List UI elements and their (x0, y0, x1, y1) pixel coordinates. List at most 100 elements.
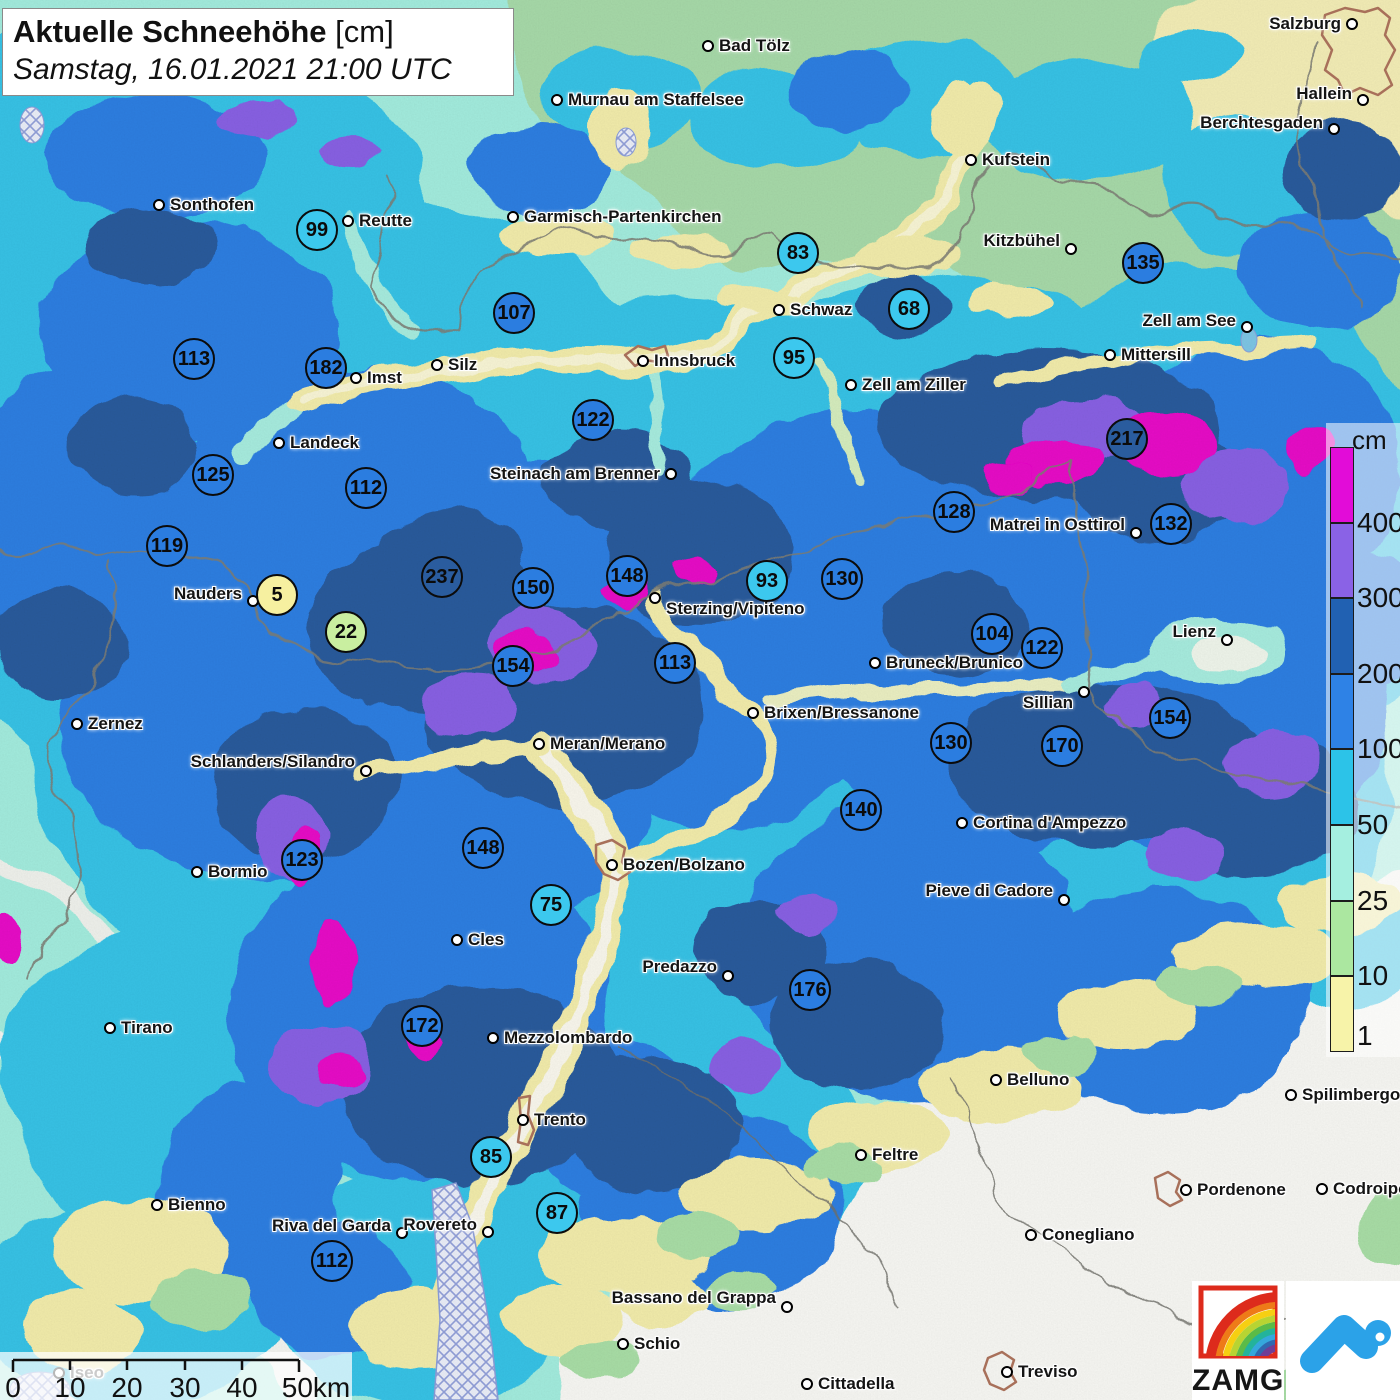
station-marker: 107 (493, 292, 535, 334)
city-label: Cittadella (818, 1374, 895, 1393)
city-dot-icon (664, 467, 677, 480)
city-label: Schwaz (790, 300, 853, 319)
city-dot-icon (800, 1377, 813, 1390)
legend-tick-label: 200 (1357, 657, 1400, 689)
station-marker: 5 (256, 574, 298, 616)
station-marker: 148 (462, 827, 504, 869)
city-label: Steinach am Brenner (489, 464, 660, 483)
scale-bar: 0 10 20 30 40 50km (0, 1352, 352, 1400)
station-marker: 104 (971, 613, 1013, 655)
station-value: 176 (793, 978, 827, 1001)
station-marker: 123 (281, 839, 323, 881)
city-label: Berchtesgaden (1200, 113, 1323, 132)
city-label: Pordenone (1197, 1180, 1286, 1199)
city-label: Codroipo (1333, 1179, 1400, 1198)
station-marker: 170 (1041, 725, 1083, 767)
legend-color-swatch (1330, 825, 1354, 901)
city-dot-icon (1077, 685, 1090, 698)
city-label: Cles (468, 930, 504, 949)
legend-color-swatch (1330, 749, 1354, 825)
city-dot-icon (395, 1226, 408, 1239)
station-marker: 83 (777, 232, 819, 274)
legend-color-swatch (1330, 598, 1354, 674)
city-dot-icon (746, 706, 759, 719)
station-value: 5 (271, 583, 283, 606)
station-marker: 68 (888, 288, 930, 330)
city-label: Silz (448, 355, 478, 374)
scale-label: 10 (54, 1372, 86, 1400)
station-value: 182 (309, 356, 343, 379)
city-label: Hallein (1296, 84, 1352, 103)
station-value: 140 (844, 798, 878, 821)
city-dot-icon (103, 1021, 116, 1034)
city-dot-icon (780, 1300, 793, 1313)
map-title: Aktuelle Schneehöhe [cm] (13, 14, 394, 49)
station-value: 130 (825, 567, 859, 590)
city-dot-icon (272, 436, 285, 449)
station-value: 93 (755, 569, 779, 592)
city-label: Sonthofen (170, 195, 255, 214)
mountain-logo-icon (1300, 1315, 1391, 1373)
station-marker: 130 (821, 558, 863, 600)
station-value: 107 (497, 301, 531, 324)
station-marker: 182 (305, 347, 347, 389)
city-label: Brixen/Bressanone (764, 703, 919, 722)
legend-tick-label: 50 (1357, 809, 1389, 840)
station-value: 113 (658, 651, 692, 674)
station-marker: 176 (789, 969, 831, 1011)
station-marker: 148 (606, 555, 648, 597)
station-value: 237 (425, 565, 459, 588)
city-label: Bruneck/Brunico (886, 653, 1023, 672)
station-marker: 112 (345, 467, 387, 509)
station-value: 83 (786, 241, 810, 264)
city-label: Bienno (168, 1195, 226, 1214)
station-marker: 150 (512, 567, 554, 609)
city-label: Predazzo (642, 957, 717, 976)
city-dot-icon (70, 717, 83, 730)
station-marker: 154 (492, 645, 534, 687)
station-value: 95 (782, 346, 806, 369)
station-value: 170 (1045, 734, 1079, 757)
city-dot-icon (486, 1031, 499, 1044)
city-label: Innsbruck (654, 351, 736, 370)
station-value: 112 (315, 1249, 349, 1272)
city-dot-icon (964, 153, 977, 166)
station-marker: 172 (401, 1005, 443, 1047)
city-label: Spilimbergo (1302, 1085, 1400, 1104)
station-value: 154 (496, 654, 530, 677)
station-marker: 140 (840, 789, 882, 831)
legend-tick-label: 25 (1357, 884, 1389, 916)
city-label: Bormio (208, 862, 268, 881)
city-dot-icon (701, 39, 714, 52)
city-dot-icon (481, 1225, 494, 1238)
city-label: Murnau am Staffelsee (568, 90, 744, 109)
city-dot-icon (648, 591, 661, 604)
city-dot-icon (150, 1198, 163, 1211)
city-label: Kufstein (982, 150, 1050, 169)
station-value: 148 (610, 564, 644, 587)
city-dot-icon (532, 737, 545, 750)
city-label: Salzburg (1269, 14, 1341, 33)
city-dot-icon (190, 865, 203, 878)
city-dot-icon (1327, 122, 1340, 135)
scale-label: 50km (281, 1372, 351, 1400)
city-label: Imst (367, 368, 402, 387)
station-marker: 125 (192, 454, 234, 496)
city-label: Kitzbühel (983, 231, 1061, 250)
scale-label: 0 (5, 1372, 21, 1400)
city-label: Garmisch-Partenkirchen (524, 207, 722, 226)
city-label: Feltre (872, 1145, 919, 1164)
city-dot-icon (616, 1337, 629, 1350)
city-dot-icon (868, 656, 881, 669)
city-dot-icon (989, 1073, 1002, 1086)
snow-depth-legend: cm 400 300 200 100 50 25 10 1 (1326, 423, 1400, 1057)
title-box: Aktuelle Schneehöhe [cm] Samstag, 16.01.… (2, 8, 514, 96)
station-marker: 122 (572, 399, 614, 441)
city-label: Belluno (1007, 1070, 1070, 1089)
station-marker: 22 (325, 611, 367, 653)
scale-label: 40 (226, 1372, 258, 1400)
legend-color-swatch (1330, 976, 1354, 1052)
city-label: Landeck (290, 433, 359, 452)
city-label: Bassano del Grappa (611, 1288, 776, 1307)
city-dot-icon (955, 816, 968, 829)
